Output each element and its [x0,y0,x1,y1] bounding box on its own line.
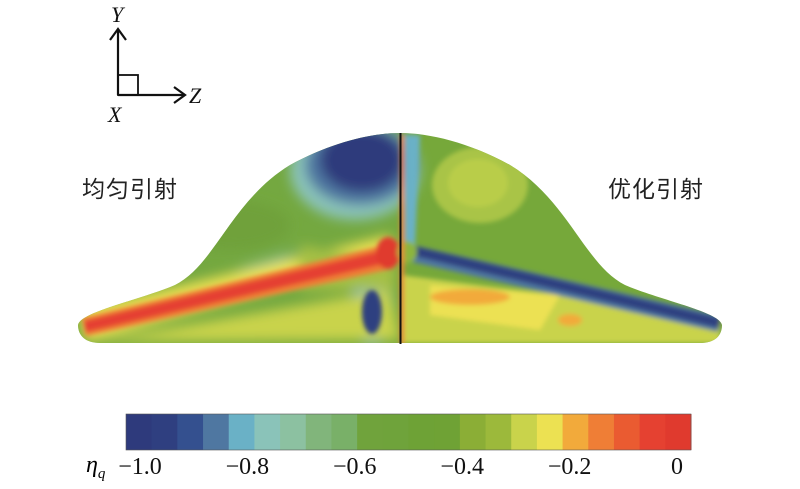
colorbar-label-symbol: η [86,452,98,478]
x-axis-label: X [108,102,122,127]
colorbar-segment [536,414,564,450]
colorbar-tick-label: −1.0 [118,454,162,480]
colorbar-segment [382,414,409,450]
right-panel-label: 优化引射 [608,177,704,203]
colorbar-segment [254,414,281,450]
colorbar-segment [639,414,666,450]
colorbar-tick-label: −0.6 [333,454,377,480]
colorbar-segment [331,414,358,450]
colorbar-label: ηq [86,452,105,483]
colorbar-segment [357,414,384,450]
colorbar-segment [588,414,615,450]
colorbar-tick-label: −0.4 [440,454,484,480]
left-panel-label: 均匀引射 [82,177,178,203]
colorbar-segment [665,414,692,450]
colorbar-tick-label: 0 [671,454,683,480]
colorbar-frame [125,413,692,451]
colorbar-segment [408,414,435,450]
colorbar-segment [459,414,487,450]
colorbar-segment [511,414,538,450]
z-axis-label: Z [189,83,202,108]
colorbar-segment [177,414,204,450]
colorbar-segment [562,414,589,450]
colorbar-segment [613,414,641,450]
colorbar-segment [228,414,255,450]
colorbar-segment [280,414,307,450]
colorbar-segment [151,414,178,450]
colorbar-segment [126,414,153,450]
colorbar-label-subscript: q [97,465,106,482]
y-axis-label: Y [111,2,124,27]
axis-triad-icon [109,27,187,104]
colorbar [126,414,692,450]
colorbar-segment [434,414,461,450]
colorbar-segment [305,414,332,450]
colorbar-tick-label: −0.2 [547,454,592,480]
colorbar-segment [203,414,230,450]
colorbar-segment [485,414,512,450]
colorbar-tick-label: −0.8 [225,454,270,480]
